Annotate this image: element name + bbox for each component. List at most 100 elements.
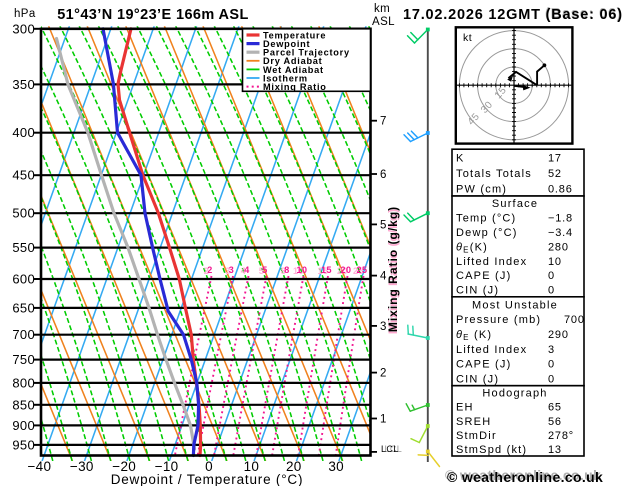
svg-text:600: 600 xyxy=(12,272,35,287)
svg-text:65: 65 xyxy=(548,402,562,414)
svg-text:8: 8 xyxy=(284,265,290,275)
svg-text:−40: −40 xyxy=(27,459,51,474)
svg-text:7: 7 xyxy=(380,116,386,128)
svg-text:850: 850 xyxy=(12,397,35,412)
svg-text:θE (K): θE (K) xyxy=(456,329,492,342)
svg-text:950: 950 xyxy=(12,437,35,452)
svg-text:Hodograph: Hodograph xyxy=(482,388,547,400)
svg-text:0.86: 0.86 xyxy=(548,184,573,196)
svg-text:800: 800 xyxy=(12,375,35,390)
svg-text:3: 3 xyxy=(548,344,555,356)
svg-text:1: 1 xyxy=(380,414,386,426)
svg-text:Wet Adiabat: Wet Adiabat xyxy=(263,65,324,75)
svg-text:Surface: Surface xyxy=(492,198,538,210)
svg-text:(Base: 06): (Base: 06) xyxy=(545,6,622,22)
svg-text:Mixing Ratio (g/kg): Mixing Ratio (g/kg) xyxy=(386,206,400,332)
svg-text:2: 2 xyxy=(204,266,210,276)
svg-text:θE(K): θE(K) xyxy=(456,241,488,254)
svg-text:278°: 278° xyxy=(548,430,574,442)
svg-text:700: 700 xyxy=(564,314,585,326)
svg-text:−30: −30 xyxy=(70,459,94,474)
svg-text:52: 52 xyxy=(548,168,562,180)
svg-text:StmSpd (kt): StmSpd (kt) xyxy=(456,444,527,456)
svg-text:10: 10 xyxy=(296,265,307,275)
svg-text:CAPE (J): CAPE (J) xyxy=(456,359,511,371)
svg-text:5: 5 xyxy=(262,265,268,275)
svg-text:Isotherm: Isotherm xyxy=(263,73,308,83)
svg-text:0: 0 xyxy=(548,359,555,371)
svg-text:Most Unstable: Most Unstable xyxy=(472,299,558,311)
svg-text:EH: EH xyxy=(456,402,474,414)
svg-text:450: 450 xyxy=(12,168,35,183)
svg-text:900: 900 xyxy=(12,418,35,433)
svg-text:K: K xyxy=(456,152,465,164)
svg-text:51°43’N 19°23’E 166m ASL: 51°43’N 19°23’E 166m ASL xyxy=(57,7,249,23)
svg-text:0: 0 xyxy=(205,459,213,474)
svg-text:20: 20 xyxy=(340,265,351,275)
svg-text:CIN (J): CIN (J) xyxy=(456,373,499,385)
svg-text:5: 5 xyxy=(380,219,386,231)
svg-text:4: 4 xyxy=(380,271,387,283)
svg-text:PW (cm): PW (cm) xyxy=(456,184,507,196)
svg-text:2: 2 xyxy=(380,368,386,380)
svg-text:10: 10 xyxy=(548,256,562,268)
svg-text:0: 0 xyxy=(548,373,555,385)
svg-text:17: 17 xyxy=(548,152,562,164)
svg-text:10: 10 xyxy=(244,459,260,474)
svg-text:300: 300 xyxy=(12,21,35,36)
svg-text:6: 6 xyxy=(380,169,386,181)
svg-text:20: 20 xyxy=(337,266,348,276)
svg-text:3: 3 xyxy=(225,266,231,276)
svg-text:kt: kt xyxy=(463,32,472,44)
svg-text:5: 5 xyxy=(259,266,265,276)
svg-text:ASL: ASL xyxy=(372,16,395,28)
svg-text:−10: −10 xyxy=(155,459,179,474)
svg-text:56: 56 xyxy=(548,416,562,428)
svg-text:hPa: hPa xyxy=(14,8,36,20)
svg-text:3: 3 xyxy=(229,265,235,275)
svg-text:500: 500 xyxy=(12,206,35,221)
svg-text:0: 0 xyxy=(548,285,555,297)
svg-text:LCL: LCL xyxy=(381,444,399,454)
svg-text:Lifted Index: Lifted Index xyxy=(456,256,527,268)
svg-text:Temperature: Temperature xyxy=(263,30,326,40)
svg-text:Pressure (mb): Pressure (mb) xyxy=(456,314,541,326)
svg-text:350: 350 xyxy=(12,77,35,92)
svg-text:Parcel Trajectory: Parcel Trajectory xyxy=(263,48,350,58)
svg-text:400: 400 xyxy=(12,125,35,140)
svg-text:© weatheronline.co.uk: © weatheronline.co.uk xyxy=(445,467,601,483)
svg-text:2: 2 xyxy=(207,265,213,275)
svg-text:Totals Totals: Totals Totals xyxy=(456,168,532,180)
svg-text:15: 15 xyxy=(317,266,328,276)
svg-text:Dewp (°C): Dewp (°C) xyxy=(456,227,518,239)
svg-text:4: 4 xyxy=(244,265,250,275)
svg-text:Temp (°C): Temp (°C) xyxy=(456,213,516,225)
svg-text:−20: −20 xyxy=(112,459,136,474)
svg-text:km: km xyxy=(374,3,390,15)
svg-text:290: 290 xyxy=(548,329,569,341)
svg-text:280: 280 xyxy=(548,241,569,253)
svg-text:−1.8: −1.8 xyxy=(548,213,573,225)
svg-text:4: 4 xyxy=(241,266,247,276)
svg-text:3: 3 xyxy=(380,321,386,333)
svg-text:15: 15 xyxy=(321,265,332,275)
svg-text:LCL: LCL xyxy=(385,444,403,454)
svg-text:Mixing Ratio (g/kg): Mixing Ratio (g/kg) xyxy=(386,208,400,334)
svg-text:Dry Adiabat: Dry Adiabat xyxy=(263,56,322,66)
svg-text:750: 750 xyxy=(12,352,35,367)
svg-text:SREH: SREH xyxy=(456,416,491,428)
svg-text:30: 30 xyxy=(328,459,344,474)
svg-text:25: 25 xyxy=(356,265,367,275)
svg-text:8: 8 xyxy=(281,266,287,276)
svg-text:550: 550 xyxy=(12,240,35,255)
svg-text:StmDir: StmDir xyxy=(456,430,497,442)
svg-text:Dewpoint: Dewpoint xyxy=(263,39,310,49)
svg-text:650: 650 xyxy=(12,300,35,315)
svg-text:© weatheronline.co.uk: © weatheronline.co.uk xyxy=(447,469,603,485)
svg-text:CIN (J): CIN (J) xyxy=(456,285,499,297)
svg-text:10: 10 xyxy=(293,266,304,276)
svg-text:Lifted Index: Lifted Index xyxy=(456,344,527,356)
svg-text:17.02.2026 12GMT (Base: 06): 17.02.2026 12GMT (Base: 06) xyxy=(403,7,623,23)
svg-text:13: 13 xyxy=(548,444,562,456)
svg-text:CAPE (J): CAPE (J) xyxy=(456,270,511,282)
